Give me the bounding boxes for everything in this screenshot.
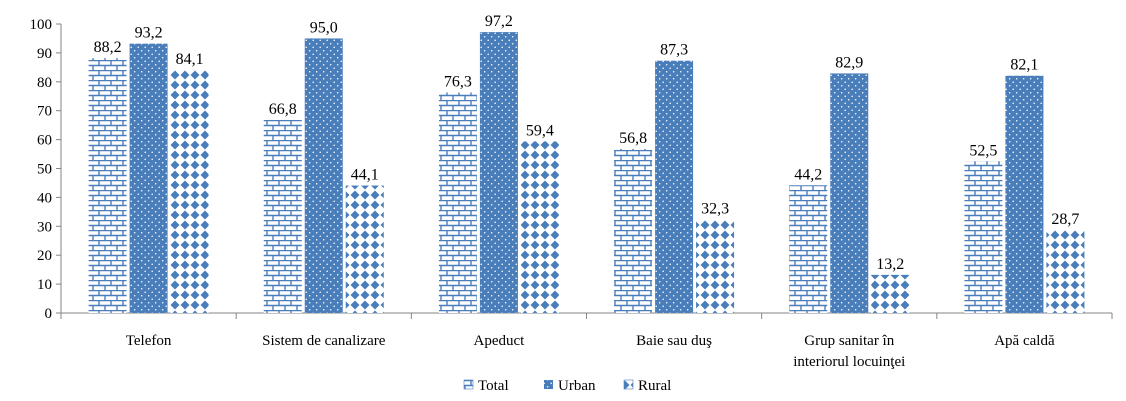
bar-total [438,92,477,313]
x-category-label: Apă caldă [994,333,1055,349]
data-label-urban: 95,0 [310,19,338,36]
x-category-label: Apeduct [474,333,526,349]
data-label-rural: 84,1 [176,51,204,68]
y-tick-label: 10 [37,277,52,293]
data-label-total: 88,2 [94,39,122,56]
data-label-total: 56,8 [619,130,647,147]
bar-rural [170,69,209,314]
legend-swatch-rural [623,379,634,390]
bar-urban [304,38,343,313]
y-tick-label: 90 [37,46,52,62]
data-label-total: 52,5 [969,142,997,159]
y-tick-label: 40 [37,190,52,206]
y-tick-label: 70 [37,104,52,120]
data-label-rural: 28,7 [1051,211,1079,228]
y-tick-label: 100 [30,17,53,33]
x-category-label: Grup sanitar în [804,333,894,349]
legend-label-urban: Urban [558,378,596,394]
y-tick-label: 50 [37,162,52,178]
legend-label-rural: Rural [638,378,671,394]
bar-rural [871,274,910,313]
bar-urban [830,73,869,313]
bar-urban [655,60,694,313]
bar-rural [345,185,384,313]
bar-total [964,161,1003,313]
bar-rural [520,141,559,313]
bar-rural [1046,230,1085,313]
data-label-total: 44,2 [794,166,822,183]
bar-total [614,148,653,313]
data-label-rural: 59,4 [526,122,554,139]
bar-total [789,185,828,313]
data-label-urban: 93,2 [135,25,163,42]
x-category-label: Sistem de canalizare [262,333,386,349]
x-category-label: Baie sau duş [636,333,712,349]
y-tick-label: 60 [37,133,52,149]
data-label-rural: 32,3 [701,201,729,218]
data-label-urban: 82,1 [1010,57,1038,74]
legend-label-total: Total [478,378,509,394]
data-label-urban: 87,3 [660,42,688,59]
bar-total [263,119,302,313]
bar-urban [479,32,518,313]
legend-swatch-total [463,379,474,390]
y-tick-label: 80 [37,75,52,91]
y-tick-label: 20 [37,248,52,264]
data-label-rural: 13,2 [876,256,904,273]
data-label-urban: 82,9 [835,54,863,71]
x-category-label: Telefon [126,333,172,349]
bar-total [88,58,127,313]
legend-swatch-urban [544,380,553,389]
data-label-urban: 97,2 [485,13,513,30]
bar-urban [129,43,168,313]
y-tick-label: 30 [37,219,52,235]
data-label-total: 76,3 [444,73,472,90]
x-category-label: interiorul locuinţei [793,354,905,370]
bar-urban [1005,75,1044,313]
bar-rural [696,219,735,313]
data-label-rural: 44,1 [351,167,379,184]
data-label-total: 66,8 [269,101,297,118]
y-tick-label: 0 [45,306,53,322]
